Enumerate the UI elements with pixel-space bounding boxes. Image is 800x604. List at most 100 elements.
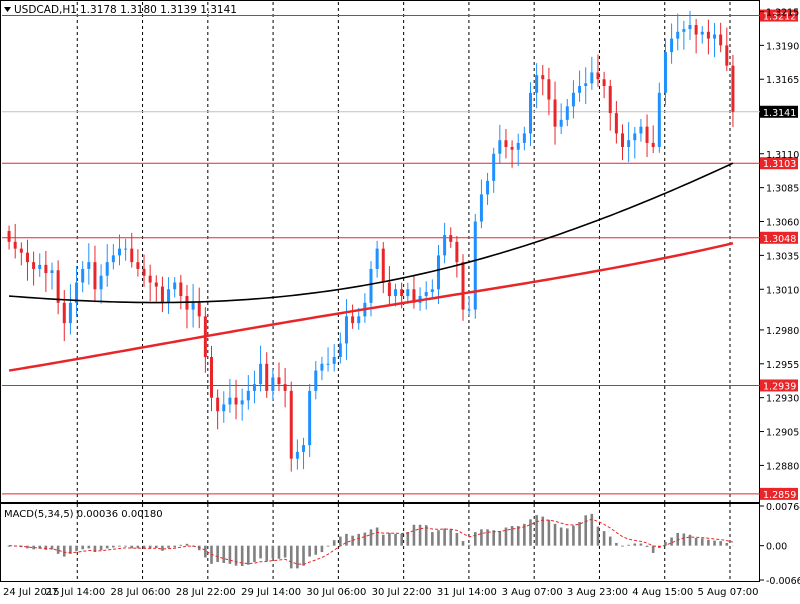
chart-menu-triangle-icon[interactable] — [4, 7, 11, 12]
macd-bar — [609, 537, 612, 546]
candle-body-bull — [688, 25, 691, 29]
macd-bar — [591, 514, 594, 546]
macd-bar — [75, 546, 78, 551]
price-tick-label: 1.3110 — [766, 150, 799, 161]
candle-body-bear — [136, 262, 139, 269]
candle-body-bear — [265, 364, 268, 391]
macd-bar — [204, 546, 207, 558]
candle-body-bull — [523, 133, 526, 142]
macd-bar — [719, 541, 722, 546]
level-tag-label: 1.3103 — [763, 159, 796, 170]
time-tick-label: 28 Jul 22:00 — [176, 587, 236, 598]
macd-bar — [272, 546, 275, 559]
macd-bar — [689, 535, 692, 546]
macd-bar — [308, 546, 311, 557]
candle-body-bull — [664, 52, 667, 93]
candle-body-bull — [100, 276, 103, 290]
candle-body-bear — [652, 143, 655, 147]
macd-bar — [63, 546, 66, 557]
price-tick-label: 1.2930 — [766, 394, 799, 405]
candle-body-bull — [713, 35, 716, 39]
candle-body-bull — [676, 32, 679, 39]
candle-body-bear — [26, 253, 29, 262]
macd-bar — [88, 546, 91, 549]
candle-body-bull — [241, 400, 244, 404]
candle-body-bull — [51, 270, 54, 273]
candle-body-bear — [130, 249, 133, 263]
candle-body-bear — [149, 276, 152, 283]
candle-body-bull — [118, 249, 121, 256]
macd-bar — [370, 529, 373, 545]
macd-bar — [529, 519, 532, 545]
macd-bar — [652, 546, 655, 553]
macd-bar — [118, 546, 121, 547]
candle-body-bull — [431, 289, 434, 292]
level-tag-label: 1.2939 — [763, 381, 796, 392]
macd-bar — [615, 543, 618, 546]
macd-bar — [229, 546, 232, 564]
macd-bar — [290, 546, 293, 569]
candle-body-bull — [492, 154, 495, 181]
macd-bar — [400, 534, 403, 546]
time-tick-label: 27 Jul 14:00 — [45, 587, 105, 598]
candle-body-bull — [106, 262, 109, 276]
candle-body-bull — [339, 343, 342, 357]
candle-body-bear — [449, 235, 452, 242]
candle-body-bull — [38, 265, 41, 269]
candle-body-bull — [370, 269, 373, 303]
candle-body-bear — [8, 231, 11, 242]
time-tick-label: 3 Aug 07:00 — [502, 587, 563, 598]
macd-bar — [462, 541, 465, 546]
macd-bar — [578, 522, 581, 546]
candle-body-bear — [235, 398, 238, 405]
candle-body-bull — [314, 371, 317, 391]
candle-body-bear — [719, 35, 722, 46]
candle-body-bull — [247, 391, 250, 400]
candle-body-bear — [63, 303, 66, 323]
candle-body-bear — [284, 384, 287, 391]
macd-bar — [560, 527, 563, 545]
candle-body-bull — [357, 316, 360, 323]
macd-bar — [480, 529, 483, 545]
candle-body-bull — [406, 289, 409, 296]
macd-bar — [327, 546, 330, 547]
candle-body-bull — [480, 194, 483, 221]
chart-ohlc: 1.3178 1.3180 1.3139 1.3141 — [80, 4, 237, 16]
macd-bar — [443, 528, 446, 545]
candle-body-bear — [382, 249, 385, 283]
price-tick-label: 1.2955 — [766, 360, 799, 371]
time-tick-label: 3 Aug 23:00 — [567, 587, 628, 598]
macd-bar — [247, 546, 250, 565]
current-price-label: 1.3141 — [763, 108, 796, 119]
candle-body-bull — [627, 140, 630, 147]
candle-body-bear — [161, 287, 164, 303]
macd-bar — [431, 532, 434, 546]
macd-bar — [124, 546, 127, 547]
time-tick-label: 4 Aug 15:00 — [632, 587, 693, 598]
candle-body-bear — [14, 242, 17, 249]
macd-bar — [640, 543, 643, 545]
macd-bar — [253, 546, 256, 562]
macd-bar — [45, 546, 48, 550]
candle-body-bull — [259, 364, 262, 384]
macd-bar — [364, 533, 367, 546]
macd-bar — [296, 546, 299, 569]
candle-body-bear — [646, 127, 649, 143]
macd-bar — [167, 546, 170, 548]
candle-body-bull — [578, 86, 581, 93]
candle-body-bear — [455, 242, 458, 262]
candle-body-bull — [376, 249, 379, 269]
price-tick-label: 1.3190 — [766, 41, 799, 52]
candle-body-bear — [179, 282, 182, 296]
candle-body-bull — [529, 93, 532, 134]
candle-body-bull — [486, 181, 489, 195]
candle-body-bear — [541, 75, 544, 79]
macd-bar — [541, 517, 544, 546]
candle-body-bull — [308, 391, 311, 445]
macd-bar — [278, 546, 281, 559]
candle-body-bull — [658, 93, 661, 147]
macd-bar — [707, 540, 710, 546]
candle-body-bull — [81, 269, 84, 283]
